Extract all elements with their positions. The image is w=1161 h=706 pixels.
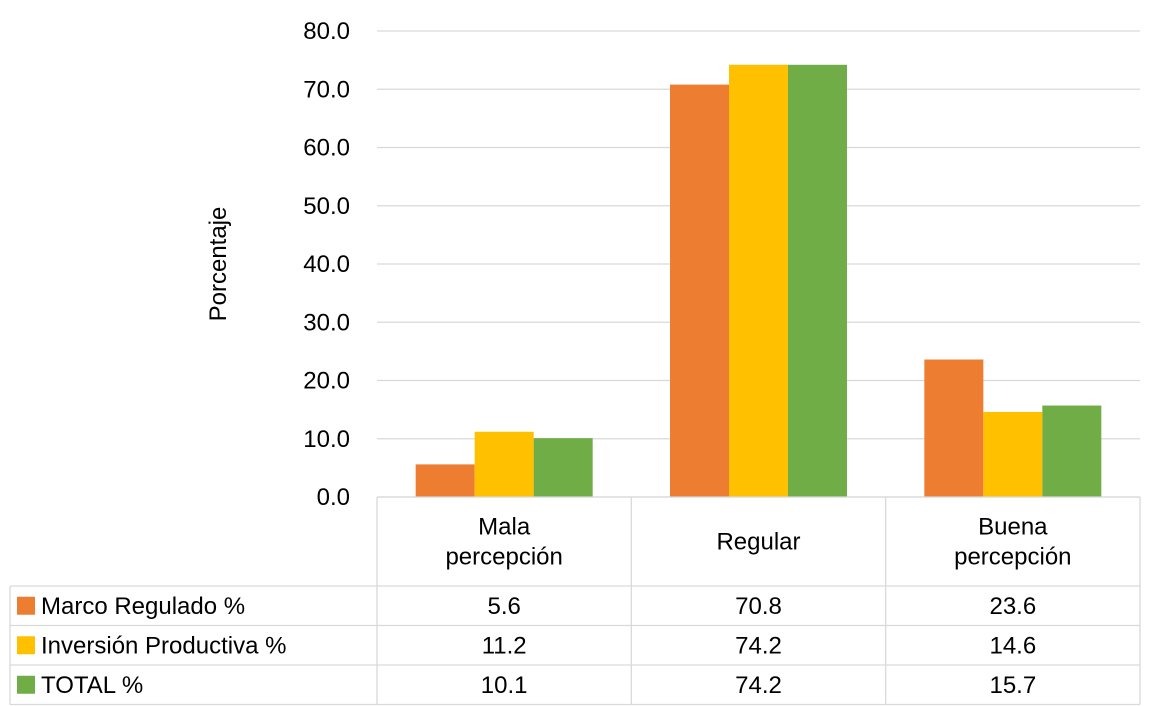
bar-3-1	[533, 438, 593, 497]
y-tick-label: 80.0	[303, 18, 350, 45]
y-tick-label: 50.0	[303, 193, 350, 220]
data-label: 11.2	[482, 632, 527, 659]
data-label: 10.1	[481, 672, 528, 699]
x-category-label: Regular	[716, 529, 800, 556]
bar-3-3	[1042, 405, 1102, 497]
data-label: 5.6	[487, 593, 520, 620]
bar-1-2	[670, 84, 729, 497]
series-name: Inversión Productiva %	[41, 632, 286, 659]
bar-2-2	[729, 64, 788, 497]
bar-2-3	[983, 411, 1043, 497]
x-category-label: percepción	[954, 544, 1071, 571]
y-tick-label: 40.0	[303, 251, 350, 278]
y-tick-label: 30.0	[303, 309, 350, 336]
data-label: 23.6	[989, 593, 1036, 620]
series-name: TOTAL %	[41, 672, 143, 699]
bar-3-2	[788, 64, 847, 497]
data-label: 14.6	[989, 632, 1036, 659]
y-tick-label: 60.0	[303, 135, 350, 162]
x-category-label: Buena	[978, 514, 1048, 541]
bar-2-1	[474, 431, 534, 497]
bar-1-3	[924, 359, 984, 497]
legend-key-1	[17, 596, 35, 615]
data-table: Mala percepción Regular Buena percepción Marc…	[9, 496, 1141, 706]
y-tick-label: 10.0	[303, 426, 350, 453]
legend-key-2	[17, 636, 35, 655]
bars	[415, 64, 1102, 497]
data-label: 74.2	[735, 632, 782, 659]
bar-1-1	[415, 464, 475, 497]
y-tick-label: 70.0	[303, 76, 350, 103]
data-label: 74.2	[735, 672, 782, 699]
data-label: 70.8	[735, 593, 782, 620]
y-axis-ticks: 0.0 10.0 20.0 30.0 40.0 50.0 60.0 70.0 80.0	[303, 18, 350, 511]
x-category-label: percepción	[445, 544, 562, 571]
y-tick-label: 0.0	[317, 484, 350, 511]
legend-key-3	[17, 675, 35, 694]
y-tick-label: 20.0	[303, 368, 350, 395]
data-label: 15.7	[989, 672, 1036, 699]
series-name: Marco Regulado %	[41, 593, 245, 620]
y-axis-title: Porcentaje	[205, 207, 232, 322]
x-category-label: Mala	[478, 514, 531, 541]
